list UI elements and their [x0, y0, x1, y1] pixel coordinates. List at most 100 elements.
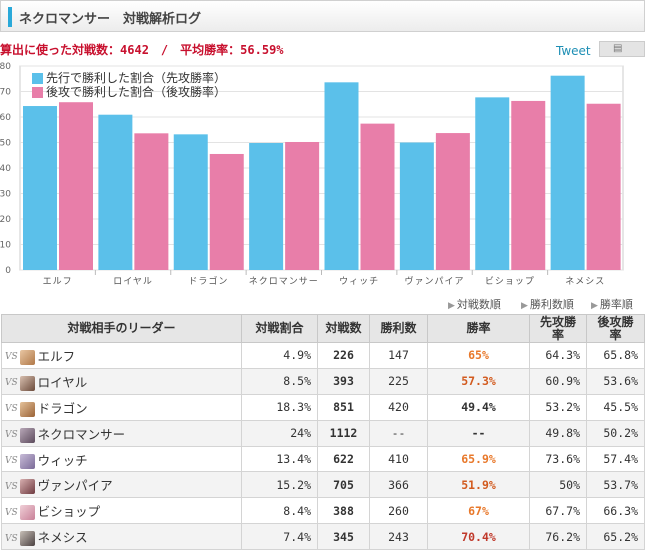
legend-swatch — [32, 87, 43, 98]
bar-second — [511, 100, 546, 270]
save-icon: ▤ — [613, 43, 623, 54]
y-tick-label: 40 — [0, 164, 11, 174]
vs-label: VS — [5, 481, 18, 492]
ratio-cell: 24% — [241, 419, 318, 447]
table-row[interactable]: VS ドラゴン 18.3% 851 420 49.4% 53.2% 45.5% — [1, 393, 645, 421]
wins-cell: 410 — [369, 445, 428, 473]
first-rate-cell: 49.8% — [529, 419, 587, 447]
battles-cell: 393 — [317, 367, 370, 395]
col-wins[interactable]: 勝利数 — [369, 314, 428, 343]
leader-name: ウィッチ — [37, 452, 88, 468]
x-tick-label: ネクロマンサー — [249, 276, 319, 287]
leader-name: ネクロマンサー — [37, 426, 126, 442]
first-rate-cell: 67.7% — [529, 497, 587, 525]
table-row[interactable]: VS ウィッチ 13.4% 622 410 65.9% 73.6% 57.4% — [1, 445, 645, 473]
second-rate-cell: 45.5% — [586, 393, 645, 421]
sort-label: 勝率順 — [599, 298, 633, 311]
tweet-link[interactable]: Tweet — [556, 44, 591, 58]
sort-by-battles[interactable]: ▶ 対戦数順 — [448, 296, 501, 312]
ratio-cell: 15.2% — [241, 471, 318, 499]
leader-avatar-icon — [19, 531, 35, 547]
bar-second — [59, 102, 93, 271]
vs-label: VS — [5, 404, 18, 415]
col-battles[interactable]: 対戦数 — [317, 314, 370, 343]
summary-line: 算出に使った対戦数：4642 / 平均勝率：56.59% — [0, 41, 284, 58]
matchup-table: 対戦相手のリーダー 対戦割合 対戦数 勝利数 勝率 先攻勝 率 後攻勝 率 VS… — [1, 314, 645, 550]
table-row[interactable]: VS ビショップ 8.4% 388 260 67% 67.7% 66.3% — [1, 497, 645, 525]
sort-by-rate[interactable]: ▶ 勝率順 — [591, 296, 633, 312]
vs-label: VS — [5, 533, 18, 544]
first-rate-cell: 64.3% — [529, 342, 587, 369]
first-rate-cell: 50% — [529, 471, 587, 499]
wins-cell: 260 — [369, 497, 428, 525]
leader-name: ネメシス — [37, 530, 88, 546]
legend-label: 先行で勝利した割合（先攻勝率） — [46, 70, 226, 85]
col-leader[interactable]: 対戦相手のリーダー — [1, 314, 242, 343]
col-first-rate-label: 先攻勝 率 — [539, 314, 576, 342]
col-rate[interactable]: 勝率 — [427, 314, 530, 343]
leader-name: ヴァンパイア — [37, 478, 113, 494]
leader-cell: VS ドラゴン — [1, 393, 242, 421]
leader-cell: VS ネクロマンサー — [1, 419, 242, 447]
winrate-chart: 0 10 20 30 40 50 60 70 80 エルフ ロイヤル ドラゴン ネクロマンサー ウィッチ ヴ… — [0, 62, 624, 287]
x-tick-label: ヴァンパイア — [405, 275, 465, 287]
second-rate-cell: 66.3% — [586, 497, 645, 525]
table-row[interactable]: VS ネメシス 7.4% 345 243 70.4% 76.2% 65.2% — [1, 523, 645, 550]
ratio-cell: 4.9% — [241, 342, 318, 369]
col-first-rate[interactable]: 先攻勝 率 — [529, 314, 587, 343]
rate-cell: 67% — [427, 497, 530, 525]
col-second-rate-label: 後攻勝 率 — [597, 314, 634, 342]
leader-avatar-icon — [19, 453, 35, 469]
leader-name: エルフ — [37, 348, 76, 364]
vs-label: VS — [5, 456, 18, 466]
x-tick-label: エルフ — [43, 277, 73, 287]
table-row[interactable]: VS ヴァンパイア 15.2% 705 366 51.9% 50% 53.7% — [1, 471, 645, 499]
bar-first — [98, 114, 133, 270]
battles-cell: 1112 — [317, 419, 370, 447]
battles-cell: 388 — [317, 497, 370, 525]
table-row[interactable]: VS ネクロマンサー 24% 1112 -- -- 49.8% 50.2% — [1, 419, 645, 447]
wins-cell: 366 — [369, 471, 428, 499]
bar-second — [360, 123, 395, 270]
leader-avatar-icon — [19, 349, 35, 365]
wins-cell: 147 — [369, 342, 428, 369]
bar-second — [586, 103, 621, 270]
bar-first — [23, 106, 57, 270]
sort-by-wins[interactable]: ▶ 勝利数順 — [521, 296, 574, 312]
table-row[interactable]: VS エルフ 4.9% 226 147 65% 64.3% 65.8% — [1, 342, 645, 369]
sort-label: 対戦数順 — [456, 298, 501, 311]
rate-cell: 70.4% — [427, 523, 530, 550]
battles-cell: 705 — [317, 471, 370, 499]
triangle-right-icon: ▶ — [591, 301, 598, 311]
battles-cell: 226 — [317, 342, 370, 369]
page-title: ネクロマンサー 対戦解析ログ — [19, 12, 202, 27]
wins-cell: 243 — [369, 523, 428, 550]
leader-avatar-icon — [19, 401, 35, 417]
col-second-rate[interactable]: 後攻勝 率 — [586, 314, 645, 343]
vs-label: VS — [5, 507, 18, 518]
leader-cell: VS ネメシス — [1, 523, 242, 550]
bar-second — [435, 133, 470, 270]
bar-first — [399, 142, 434, 270]
second-rate-cell: 65.2% — [586, 523, 645, 550]
vs-label: VS — [5, 430, 18, 441]
leader-avatar-icon — [19, 427, 35, 443]
save-button[interactable]: ▤ — [599, 41, 645, 57]
y-tick-label: 20 — [0, 215, 11, 225]
first-rate-cell: 76.2% — [529, 523, 587, 550]
x-tick-label: ネメシス — [565, 276, 605, 287]
y-tick-label: 30 — [0, 190, 11, 200]
leader-avatar-icon — [19, 505, 35, 521]
vs-label: VS — [5, 352, 18, 363]
battles-cell: 622 — [317, 445, 370, 473]
bar-second — [285, 141, 320, 270]
second-rate-cell: 53.6% — [586, 367, 645, 395]
x-tick-label: ロイヤル — [113, 277, 153, 287]
first-rate-cell: 60.9% — [529, 367, 587, 395]
leader-name: ロイヤル — [37, 374, 88, 390]
y-tick-label: 10 — [0, 241, 11, 251]
ratio-cell: 8.4% — [241, 497, 318, 525]
col-ratio[interactable]: 対戦割合 — [241, 314, 318, 343]
table-row[interactable]: VS ロイヤル 8.5% 393 225 57.3% 60.9% 53.6% — [1, 367, 645, 395]
bar-first — [475, 97, 510, 270]
